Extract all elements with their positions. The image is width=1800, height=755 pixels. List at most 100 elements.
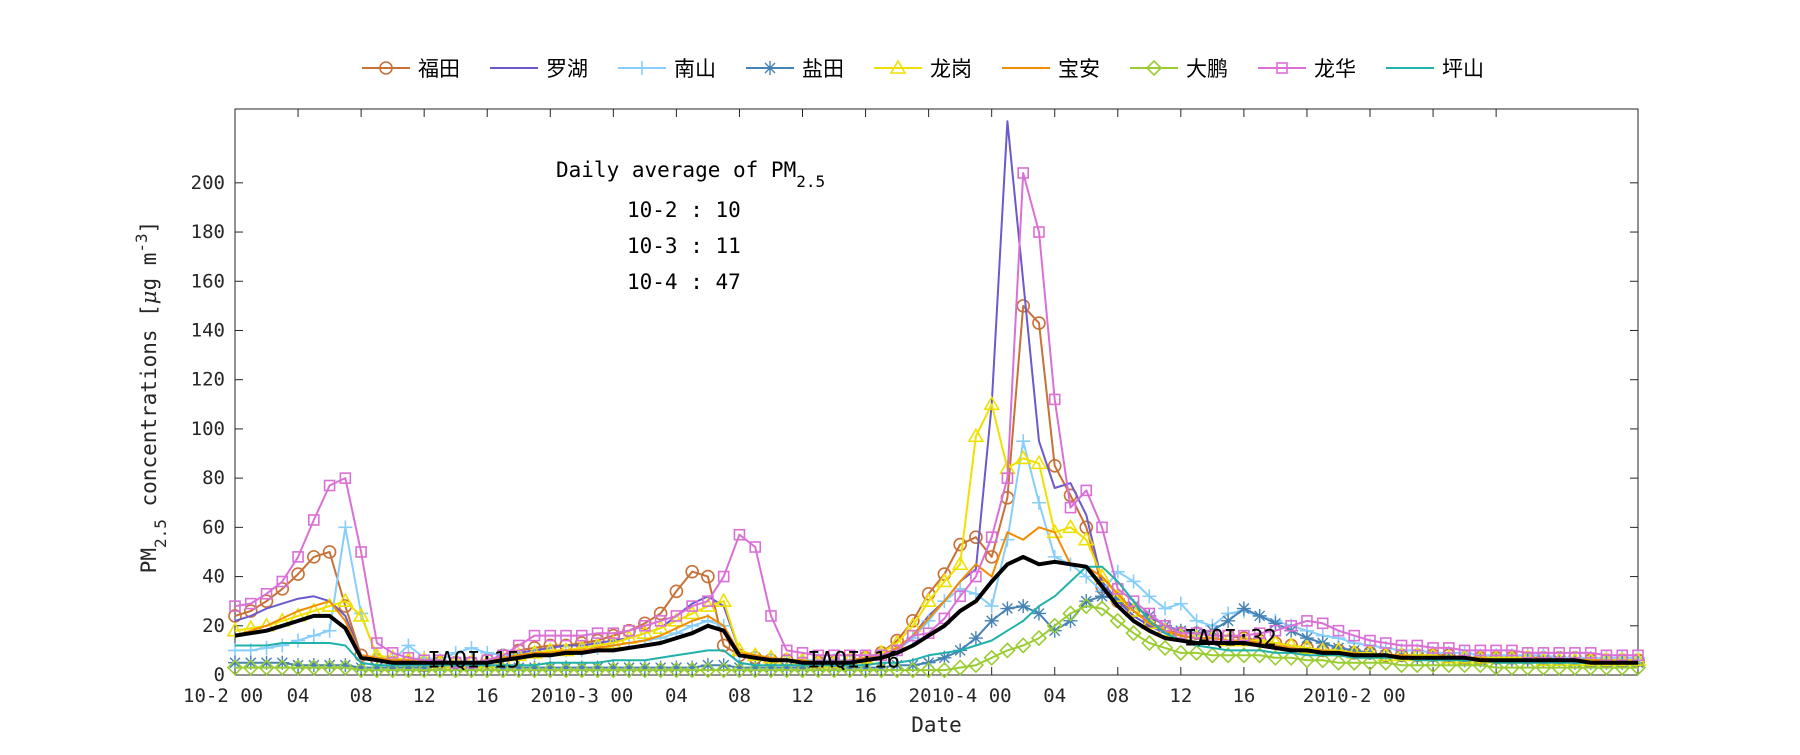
y-tick-label: 120 <box>191 369 225 391</box>
marker-asterisk <box>606 660 621 675</box>
annotation-heading-text: Daily average of PM <box>556 158 796 182</box>
series-layer <box>226 120 1647 679</box>
series-line <box>235 440 1638 662</box>
marker-circle <box>1047 459 1062 473</box>
marker-asterisk <box>637 660 652 675</box>
iaqi-label: IAQI:32 <box>1184 626 1277 651</box>
marker-asterisk <box>543 660 558 675</box>
marker-triangle <box>699 597 717 612</box>
marker-plus <box>1189 613 1204 628</box>
marker-asterisk <box>1095 589 1110 604</box>
x-tick-label: 16 <box>476 685 499 707</box>
marker-square <box>907 629 919 642</box>
marker-asterisk <box>622 660 637 675</box>
marker-square <box>292 551 304 563</box>
y-tick-label: 0 <box>214 664 225 686</box>
marker-circle <box>307 550 321 564</box>
marker-square <box>1411 639 1424 652</box>
marker-square <box>244 597 257 610</box>
plot-frame <box>234 108 1639 676</box>
marker-square <box>560 629 572 642</box>
marker-square <box>1175 627 1187 639</box>
marker-square <box>1537 647 1550 659</box>
marker-diamond <box>1409 657 1426 674</box>
marker-triangle <box>557 641 575 657</box>
marker-diamond <box>1566 659 1584 676</box>
marker-asterisk <box>243 655 258 670</box>
marker-asterisk <box>291 658 306 673</box>
marker-square <box>717 570 730 583</box>
marker-plus <box>259 640 274 655</box>
marker-triangle <box>1014 449 1032 465</box>
marker-asterisk <box>700 658 715 673</box>
marker-square <box>1458 644 1471 657</box>
marker-diamond <box>573 661 590 679</box>
y-label-sub: 2.5 <box>151 519 170 548</box>
marker-diamond <box>400 661 417 679</box>
marker-diamond <box>983 649 1000 666</box>
axes: 0 20 40 60 80 100 120 140 160 180 200 10-2 00 04 08 12… <box>183 109 1638 707</box>
marker-diamond <box>857 661 874 679</box>
marker-diamond <box>762 661 780 679</box>
marker-square <box>1553 647 1565 659</box>
marker-diamond <box>1487 659 1505 676</box>
marker-square <box>1222 629 1234 642</box>
marker-triangle <box>1471 649 1489 664</box>
legend-label: 南山 <box>674 57 716 81</box>
marker-circle <box>228 609 242 623</box>
marker-diamond <box>1188 644 1205 661</box>
marker-square <box>1017 167 1030 179</box>
marker-asterisk <box>511 660 526 675</box>
marker-asterisk <box>685 660 700 675</box>
marker-asterisk <box>354 660 369 675</box>
marker-square <box>702 595 714 607</box>
marker-square <box>985 531 998 543</box>
marker-circle <box>259 594 274 608</box>
marker-square <box>528 629 541 642</box>
marker-plus <box>1126 574 1141 589</box>
marker-diamond <box>936 661 953 679</box>
marker-asterisk <box>559 660 574 675</box>
marker-plus <box>338 520 353 535</box>
marker-triangle <box>652 619 670 635</box>
marker-triangle <box>668 612 685 627</box>
marker-diamond <box>967 657 985 674</box>
marker-square <box>1276 62 1288 74</box>
marker-diamond <box>305 659 322 676</box>
marker-diamond <box>778 661 795 679</box>
x-tick-label: 16 <box>854 685 877 707</box>
marker-asterisk <box>716 658 731 673</box>
marker-diamond <box>1267 649 1284 666</box>
marker-asterisk <box>890 658 905 673</box>
marker-triangle <box>1109 587 1127 603</box>
legend-item: 福田 <box>362 57 460 81</box>
marker-diamond <box>431 661 449 679</box>
marker-triangle <box>1613 651 1631 667</box>
marker-square <box>1316 617 1329 630</box>
series-罗湖 <box>234 120 1638 664</box>
marker-diamond <box>841 661 858 679</box>
marker-asterisk <box>984 613 999 628</box>
series-line <box>234 172 1638 664</box>
marker-diamond <box>274 659 291 676</box>
marker-square <box>1064 501 1077 514</box>
marker-asterisk <box>1331 640 1346 655</box>
iaqi-label: IAQI:16 <box>807 649 900 674</box>
marker-square <box>1238 629 1250 642</box>
y-axis-label: PM2.5 concentrations [μg m-3] <box>132 221 170 574</box>
x-tick-label: 04 <box>1043 685 1066 707</box>
marker-triangle <box>1062 518 1079 534</box>
marker-circle <box>322 545 337 559</box>
marker-circle <box>379 61 393 75</box>
marker-diamond <box>873 661 890 679</box>
legend-label: 宝安 <box>1058 57 1100 81</box>
marker-triangle <box>683 604 701 620</box>
marker-diamond <box>1393 657 1410 674</box>
marker-square <box>686 600 698 612</box>
marker-square <box>765 610 777 622</box>
legend-item: 南山 <box>618 57 716 81</box>
marker-diamond <box>226 659 244 676</box>
marker-asterisk <box>732 660 747 675</box>
marker-diamond <box>1456 657 1473 674</box>
